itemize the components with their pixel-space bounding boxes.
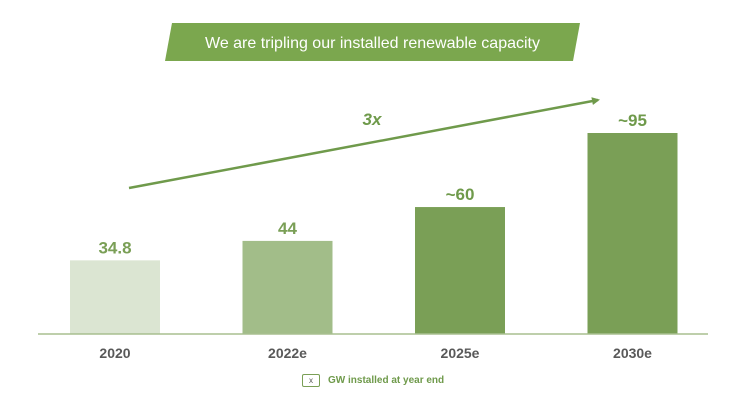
- bar-2022e: [242, 240, 333, 334]
- growth-label: 3x: [363, 110, 383, 129]
- growth-arrow: [128, 97, 600, 190]
- category-label-2022e: 2022e: [268, 345, 307, 361]
- bar-value-label-2030e: ~95: [618, 111, 647, 130]
- category-label-2025e: 2025e: [441, 345, 480, 361]
- bar-value-label-2025e: ~60: [446, 185, 475, 204]
- legend-text: GW installed at year end: [328, 375, 445, 386]
- legend-symbol: x: [302, 374, 320, 387]
- chart-title: We are tripling our installed renewable …: [205, 35, 540, 52]
- category-label-2020: 2020: [99, 345, 130, 361]
- bars: 34.8 2020 44 2022e ~60 2025e ~95 2030e: [70, 111, 678, 361]
- bar-2030e: [587, 133, 678, 334]
- bar-2020: [70, 260, 160, 334]
- bar-value-label-2020: 34.8: [98, 238, 131, 257]
- title-banner-shape: [165, 23, 580, 61]
- bar-2025e: [415, 207, 505, 334]
- bar-value-label-2022e: 44: [278, 219, 297, 238]
- title-banner: We are tripling our installed renewable …: [165, 23, 580, 61]
- legend: x GW installed at year end: [302, 374, 444, 387]
- category-label-2030e: 2030e: [613, 345, 652, 361]
